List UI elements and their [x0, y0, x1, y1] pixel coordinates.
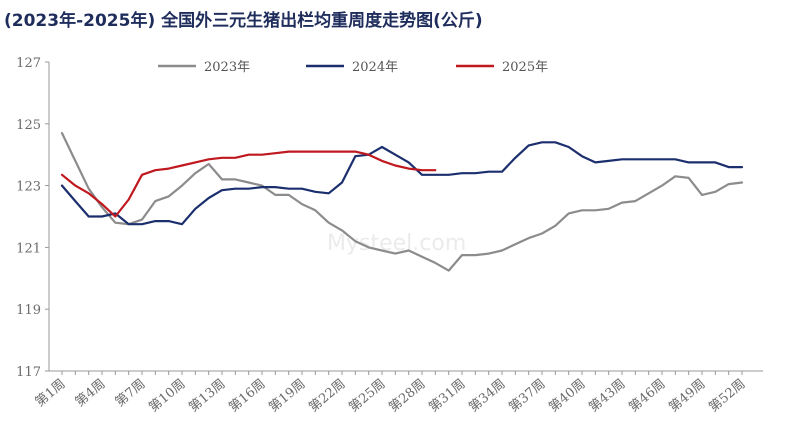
- x-tick-label: 第19周: [266, 377, 308, 416]
- watermark-text: Mysteel.com: [327, 231, 466, 256]
- x-tick-label: 第43周: [586, 377, 628, 416]
- series-2023年: [60, 132, 744, 272]
- x-tick-label: 第52周: [706, 377, 748, 416]
- x-tick-label: 第25周: [346, 377, 388, 416]
- y-tick-label: 127: [16, 56, 41, 71]
- y-tick-label: 117: [16, 365, 41, 380]
- x-tick-label: 第40周: [546, 377, 588, 416]
- series-line: [60, 150, 437, 218]
- legend-label: 2023年: [204, 60, 250, 75]
- x-tick-label: 第10周: [146, 377, 188, 416]
- x-tick-label: 第7周: [113, 377, 149, 411]
- x-tick-label: 第37周: [506, 377, 548, 416]
- series-lines: [60, 132, 744, 272]
- x-tick-label: 第31周: [426, 377, 468, 416]
- x-tick-label: 第46周: [626, 377, 668, 416]
- y-tick-label: 119: [16, 303, 41, 318]
- series-line: [60, 141, 744, 226]
- x-tick-label: 第13周: [186, 377, 228, 416]
- y-tick-label: 121: [16, 241, 41, 256]
- y-tick-label: 123: [16, 180, 41, 195]
- x-tick-label: 第1周: [33, 377, 69, 411]
- series-2025年: [60, 150, 437, 218]
- chart-title: (2023年-2025年) 全国外三元生猪出栏均重周度走势图(公斤): [4, 11, 483, 31]
- x-tick-label: 第4周: [73, 377, 109, 411]
- x-tick-label: 第16周: [226, 377, 268, 416]
- x-tick-label: 第34周: [466, 377, 508, 416]
- legend-label: 2024年: [352, 60, 398, 75]
- legend: 2023年 2024年 2025年: [158, 60, 548, 75]
- x-tick-label: 第22周: [306, 377, 348, 416]
- watermark: Mysteel.com: [327, 231, 466, 256]
- x-tick-label: 第28周: [386, 377, 428, 416]
- x-tick-label: 第49周: [666, 377, 708, 416]
- series-line: [60, 132, 744, 272]
- y-tick-label: 125: [16, 118, 41, 133]
- legend-label: 2025年: [502, 60, 548, 75]
- series-2024年: [60, 141, 744, 226]
